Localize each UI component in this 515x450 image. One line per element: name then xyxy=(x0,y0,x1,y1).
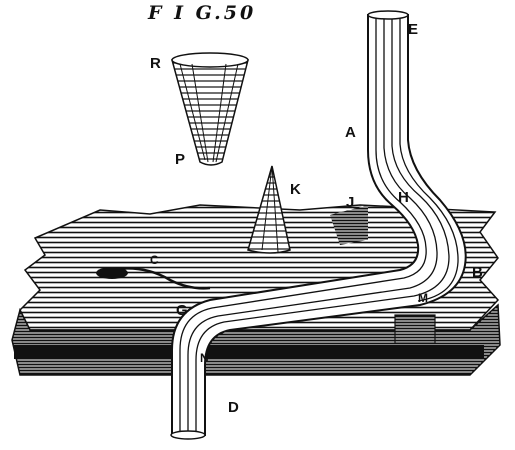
label-g: G xyxy=(176,302,188,319)
bent-tube xyxy=(170,10,467,440)
label-k: K xyxy=(290,181,301,198)
cone-k xyxy=(247,165,291,254)
support-block xyxy=(394,314,436,344)
label-j: J xyxy=(346,194,355,211)
label-b: B xyxy=(472,264,483,281)
label-e: E xyxy=(408,21,419,38)
label-d: D xyxy=(228,399,239,416)
label-r: R xyxy=(150,55,161,72)
label-p: P xyxy=(175,151,186,168)
label-m: M xyxy=(418,291,428,305)
label-a: A xyxy=(345,124,356,141)
figure-caption: F I G.50 xyxy=(148,2,257,24)
label-h: H xyxy=(398,189,409,206)
label-c: C xyxy=(150,253,159,267)
label-n: N xyxy=(200,351,209,365)
